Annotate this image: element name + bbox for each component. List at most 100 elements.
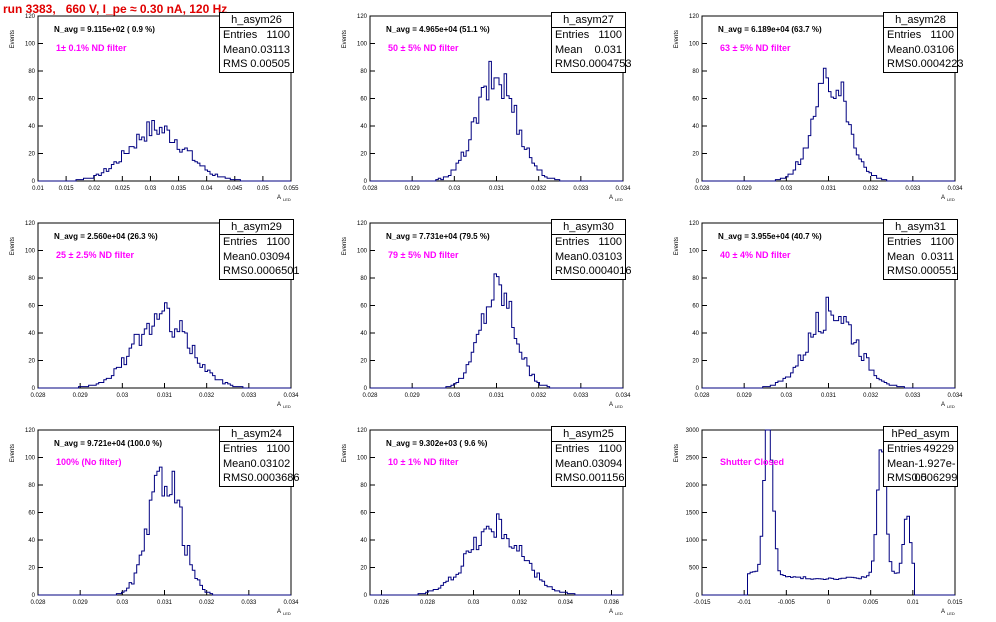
y-tick-label: 0 — [364, 179, 368, 185]
y-tick-label: 20 — [360, 566, 367, 572]
stats-row-entries: Entries 1100 — [552, 442, 625, 457]
histogram-bars — [38, 466, 291, 596]
stats-row-mean: Mean 0.03102 — [220, 457, 293, 472]
y-tick-label: 60 — [360, 511, 367, 517]
stats-key: Entries — [223, 236, 258, 248]
x-axis-label: A — [609, 195, 613, 201]
stats-row-mean: Mean 0.03103 — [552, 250, 625, 265]
stats-key: Mean — [223, 250, 251, 263]
x-tick-label: 0.028 — [420, 600, 436, 606]
x-tick-label: -0.015 — [693, 600, 711, 606]
x-tick-label: 0.029 — [737, 393, 753, 399]
stats-key: Entries — [555, 29, 590, 41]
x-tick-label: 0.034 — [558, 600, 574, 606]
y-tick-label: 0 — [32, 386, 36, 392]
stats-key: RMS — [887, 472, 912, 484]
filter-label: Shutter Closed — [720, 457, 785, 467]
stats-row-entries: Entries 1100 — [220, 442, 293, 457]
x-tick-label: 0.03 — [116, 600, 128, 606]
stats-key: Entries — [887, 443, 922, 455]
stats-row-entries: Entries 1100 — [220, 28, 293, 43]
stats-row-rms: RMS 0.0004016 — [552, 264, 631, 279]
y-tick-label: 100 — [689, 249, 700, 255]
stats-row-entries: Entries 1100 — [220, 235, 293, 250]
histogram-panel-h_asym29: 0.028 0.029 0.03 0.031 0.032 0.033 0.034 0 20 40 6… — [0, 207, 332, 414]
y-tick-label: 1500 — [686, 511, 700, 517]
x-tick-label: 0.03 — [448, 186, 460, 192]
y-tick-label: 20 — [28, 359, 35, 365]
y-tick-label: 60 — [692, 304, 699, 310]
y-tick-label: 100 — [25, 456, 36, 462]
stats-value: 0.03094 — [250, 250, 291, 263]
stats-row-mean: Mean 0.03094 — [220, 250, 293, 265]
x-axis-label-sub: LED — [615, 404, 623, 409]
stats-key: RMS — [887, 265, 912, 277]
stats-box: h_asym25 Entries 1100 Mean 0.03094 RMS 0.00115… — [551, 426, 626, 487]
stats-box: hPed_asym Entries 49229 Mean -1.927e-05 RMS 0.… — [883, 426, 958, 487]
x-tick-label: 0.032 — [863, 393, 879, 399]
stats-key: Mean — [555, 457, 583, 470]
x-axis-label: A — [609, 609, 613, 615]
x-tick-label: 0.034 — [947, 186, 963, 192]
stats-value: 1100 — [598, 236, 622, 248]
filter-label: 1± 0.1% ND filter — [56, 43, 127, 53]
x-tick-label: 0.015 — [59, 186, 75, 192]
y-tick-label: 0 — [364, 593, 368, 599]
x-tick-label: 0.029 — [405, 186, 421, 192]
histogram-svg: 0.01 0.015 0.02 0.025 0.03 0.035 0.04 0.045 0.05… — [10, 14, 299, 202]
y-tick-label: 60 — [360, 304, 367, 310]
x-tick-label: -0.005 — [778, 600, 796, 606]
x-tick-label: 0.01 — [907, 600, 919, 606]
x-tick-label: 0.03 — [116, 393, 128, 399]
stats-row-entries: Entries 1100 — [552, 28, 625, 43]
stats-key: RMS — [223, 58, 248, 70]
stats-value: 0.001156 — [579, 472, 625, 484]
stats-value: 0.03106 — [914, 43, 955, 56]
x-tick-label: 0.032 — [512, 600, 528, 606]
y-tick-label: 0 — [32, 179, 36, 185]
stats-row-rms: RMS 0.0003686 — [220, 471, 299, 486]
x-tick-label: 0.029 — [405, 393, 421, 399]
x-tick-label: 0.033 — [573, 186, 589, 192]
x-tick-label: 0.03 — [468, 600, 480, 606]
filter-label: 40 ± 4% ND filter — [720, 250, 791, 260]
x-tick-label: 0.028 — [362, 186, 378, 192]
x-tick-label: 0.031 — [157, 600, 173, 606]
histogram-svg: 0.026 0.028 0.03 0.032 0.034 0.036 0 20 40 60 80 10… — [342, 428, 624, 616]
x-tick-label: 0.031 — [489, 186, 505, 192]
stats-value: 0.00505 — [250, 58, 290, 70]
y-tick-label: 80 — [360, 483, 367, 489]
x-tick-label: 0.033 — [905, 186, 921, 192]
stats-value: 0.0004016 — [579, 265, 632, 277]
stats-value: 1100 — [930, 236, 954, 248]
stats-value: 1100 — [598, 443, 622, 455]
stats-row-rms: RMS 0.0004223 — [884, 57, 963, 72]
stats-row-mean: Mean 0.0311 — [884, 250, 957, 265]
histogram-name: h_asym31 — [884, 220, 957, 235]
stats-value: 0.03113 — [251, 43, 290, 56]
histogram-panel-h_asym26: 0.01 0.015 0.02 0.025 0.03 0.035 0.04 0.045 0.05… — [0, 0, 332, 207]
stats-row-rms: RMS 0.0004753 — [552, 57, 631, 72]
y-tick-label: 120 — [357, 428, 368, 434]
stats-row-rms: RMS 0.0006501 — [220, 264, 299, 279]
x-tick-label: 0.005 — [863, 600, 879, 606]
histogram-name: h_asym26 — [220, 13, 293, 28]
stats-row-mean: Mean 0.03094 — [552, 457, 625, 472]
stats-box: h_asym24 Entries 1100 Mean 0.03102 RMS 0.00036… — [219, 426, 299, 487]
y-axis-label: Events — [674, 444, 680, 462]
filter-label: 50 ± 5% ND filter — [388, 43, 459, 53]
histogram-bars — [370, 60, 623, 182]
x-axis-label-sub: LED — [283, 611, 291, 616]
n-avg-label: N_avg = 4.965e+04 (51.1 %) — [386, 25, 490, 34]
y-tick-label: 60 — [28, 97, 35, 103]
y-tick-label: 20 — [28, 566, 35, 572]
y-tick-label: 20 — [28, 152, 35, 158]
x-tick-label: 0.045 — [227, 186, 243, 192]
x-axis-label-sub: LED — [283, 197, 291, 202]
filter-label: 25 ± 2.5% ND filter — [56, 250, 134, 260]
x-tick-label: 0.032 — [199, 393, 215, 399]
histogram-name: h_asym30 — [552, 220, 625, 235]
x-tick-label: 0.034 — [947, 393, 963, 399]
stats-key: Entries — [887, 29, 922, 41]
y-axis-label: Events — [674, 237, 680, 255]
